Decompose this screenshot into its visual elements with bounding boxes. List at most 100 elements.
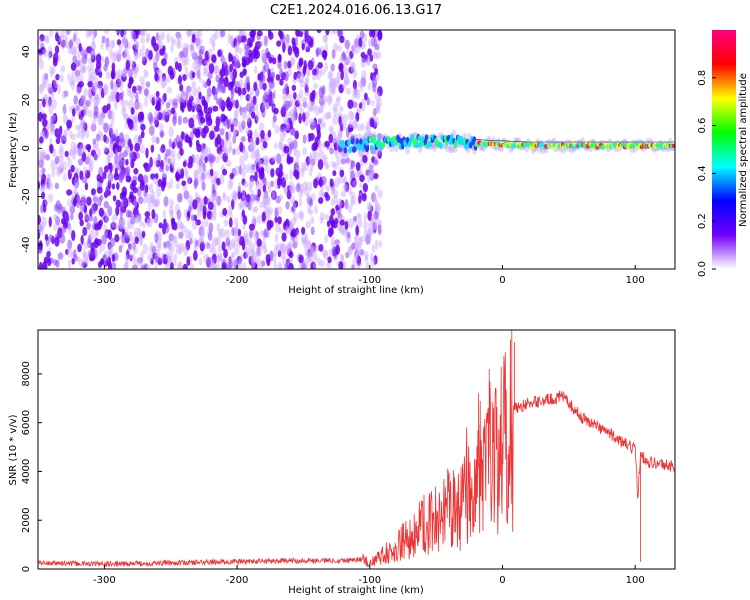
spectrogram-noise-blob — [301, 262, 306, 269]
y-tick-label: 8000 — [21, 361, 32, 386]
spectrogram-noise-blob — [92, 138, 97, 145]
spectrogram-noise-blob — [303, 187, 310, 197]
spectrogram-noise-blob — [153, 116, 158, 125]
spectrogram-noise-blob — [319, 211, 325, 221]
spectrogram-noise-blob — [289, 56, 296, 65]
spectrogram-noise-blob — [192, 60, 198, 71]
spectrogram-noise-blob — [62, 113, 68, 124]
spectrogram-noise-blob — [237, 121, 243, 133]
spectrogram-noise-blob — [377, 189, 383, 199]
spectrogram-noise-blob — [303, 161, 309, 172]
spectrogram-noise-blob — [201, 45, 206, 53]
spectrogram-noise-blob — [334, 177, 340, 188]
spectrogram-noise-blob — [258, 201, 264, 209]
spectrogram-noise-blob — [83, 241, 88, 250]
spectrogram-noise-blob — [271, 190, 276, 200]
spectrogram-noise-blob — [134, 142, 141, 152]
spectrogram-noise-blob — [248, 177, 255, 188]
spectrogram-noise-blob — [166, 32, 171, 44]
spectrogram-noise-blob — [191, 71, 196, 79]
spectrogram-noise-blob — [120, 69, 127, 78]
spectrogram-noise-blob — [195, 219, 201, 226]
spectrogram-noise-blob — [187, 30, 194, 37]
spectrogram-noise-blob — [192, 199, 198, 210]
spectrogram-noise-blob — [41, 261, 48, 269]
spectrogram-track-blob — [415, 141, 419, 149]
spectrogram-noise-blob — [133, 207, 139, 218]
spectrogram-noise-blob — [141, 44, 145, 52]
spectrogram-noise-blob — [332, 115, 339, 126]
spectrogram-noise-blob — [198, 205, 203, 213]
spectrogram-noise-blob — [39, 34, 45, 42]
spectrogram-noise-blob — [308, 154, 313, 164]
spectrogram-noise-blob — [100, 87, 105, 99]
spectrogram-noise-blob — [358, 150, 364, 157]
spectrogram-noise-blob — [208, 243, 215, 253]
spectrogram-noise-blob — [338, 105, 344, 112]
spectrogram-noise-blob — [147, 252, 153, 262]
spectrogram-noise-blob — [183, 58, 188, 65]
spectrogram-noise-blob — [90, 53, 96, 63]
spectrogram-noise-blob — [38, 60, 45, 70]
spectrogram-noise-blob — [309, 198, 314, 207]
spectrogram-noise-blob — [88, 47, 95, 56]
spectrogram-track-blob — [672, 143, 675, 148]
spectrogram-noise-blob — [312, 68, 318, 76]
spectrogram-noise-blob — [120, 38, 127, 48]
spectrogram-noise-blob — [163, 196, 169, 207]
spectrogram-noise-blob — [345, 57, 349, 66]
spectrogram-noise-blob — [324, 213, 329, 221]
spectrogram-noise-blob — [118, 244, 123, 253]
spectrogram-noise-blob — [46, 178, 50, 189]
spectrogram-noise-blob — [119, 220, 125, 229]
spectrogram-noise-blob — [337, 198, 343, 209]
spectrogram-noise-blob — [352, 257, 358, 267]
spectrogram-noise-blob — [267, 129, 272, 138]
spectrogram-noise-blob — [63, 34, 68, 42]
colorbar-bar — [712, 30, 736, 269]
spectrogram-noise-blob — [134, 122, 138, 132]
spectrogram-noise-blob — [211, 174, 216, 183]
spectrogram-noise-blob — [97, 80, 103, 89]
spectrogram-noise-blob — [310, 162, 314, 172]
spectrogram-noise-blob — [48, 50, 53, 58]
spectrogram-noise-blob — [371, 77, 378, 88]
spectrogram-noise-blob — [278, 53, 282, 63]
spectrogram-noise-blob — [354, 118, 358, 129]
spectrogram-noise-blob — [245, 102, 252, 112]
spectrogram-noise-blob — [314, 205, 318, 214]
spectrogram-noise-blob — [354, 43, 361, 54]
spectrogram-noise-blob — [277, 216, 282, 225]
spectrogram-noise-blob — [145, 147, 149, 159]
spectrogram-noise-blob — [185, 85, 192, 93]
spectrogram-noise-blob — [68, 77, 74, 88]
spectrogram-noise-blob — [298, 210, 304, 219]
spectrogram-noise-blob — [125, 261, 129, 269]
spectrogram-noise-blob — [300, 162, 306, 173]
spectrogram-noise-blob — [182, 263, 188, 269]
spectrogram-noise-blob — [288, 180, 294, 191]
spectrogram-noise-blob — [151, 189, 155, 198]
spectrogram-noise-blob — [284, 41, 290, 49]
spectrogram-noise-blob — [232, 148, 236, 156]
spectrogram-noise-blob — [261, 260, 266, 267]
spectrogram-noise-blob — [151, 135, 157, 144]
spectrogram-noise-blob — [333, 142, 338, 151]
spectrogram-noise-blob — [275, 195, 282, 204]
spectrogram-noise-blob — [95, 94, 101, 105]
spectrogram-noise-blob — [324, 61, 328, 73]
spectrogram-noise-blob — [206, 258, 211, 266]
spectrogram-x-label: Height of straight line (km) — [288, 285, 424, 296]
spectrogram-noise-blob — [122, 106, 126, 113]
spectrogram-noise-blob — [290, 57, 295, 67]
spectrogram-noise-blob — [357, 213, 362, 223]
spectrogram-noise-blob — [255, 231, 259, 240]
spectrogram-noise-blob — [175, 182, 181, 190]
spectrogram-track-blob — [343, 147, 348, 154]
spectrogram-noise-blob — [154, 232, 159, 244]
spectrogram-noise-blob — [128, 194, 134, 203]
spectrogram-noise-blob — [231, 194, 236, 202]
spectrogram-noise-blob — [292, 203, 297, 211]
spectrogram-noise-blob — [111, 254, 116, 262]
